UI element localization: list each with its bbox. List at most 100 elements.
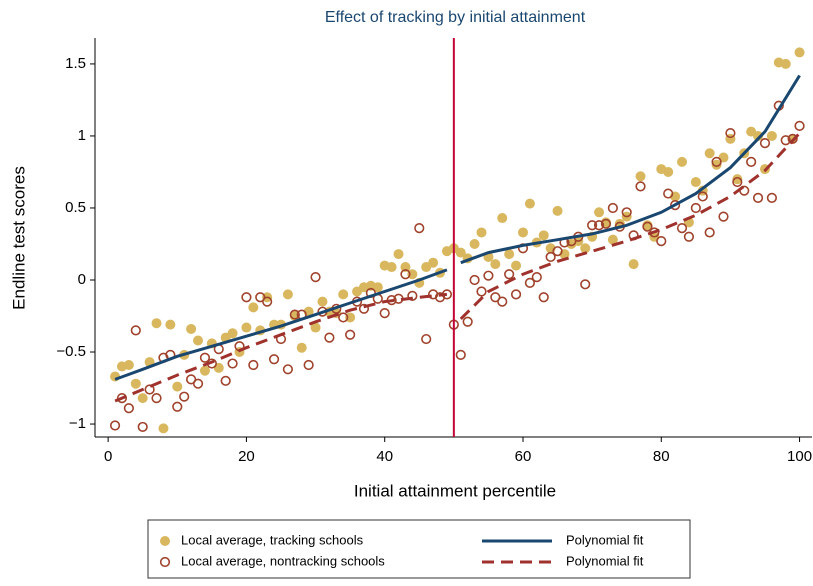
- data-point: [165, 319, 176, 330]
- data-point: [746, 156, 757, 167]
- data-point: [172, 401, 183, 412]
- data-point: [455, 247, 466, 258]
- data-point: [110, 371, 121, 382]
- data-point: [517, 227, 528, 238]
- data-point: [227, 358, 238, 369]
- data-point: [151, 393, 162, 404]
- data-point: [193, 335, 204, 346]
- data-point: [199, 352, 211, 363]
- data-point: [524, 198, 535, 209]
- data-point: [580, 243, 591, 254]
- data-point: [753, 130, 764, 141]
- data-point: [704, 227, 715, 238]
- data-point: [780, 58, 791, 69]
- data-point: [372, 282, 383, 293]
- data-point: [594, 207, 605, 218]
- data-point: [400, 269, 411, 280]
- data-point: [116, 393, 128, 404]
- data-point: [151, 318, 162, 329]
- data-point: [462, 316, 473, 327]
- data-point: [732, 176, 743, 188]
- data-point: [345, 329, 356, 340]
- data-point: [421, 333, 432, 345]
- data-point: [469, 274, 480, 286]
- data-point: [780, 135, 791, 146]
- data-point: [393, 249, 404, 260]
- data-point: [697, 191, 708, 202]
- data-point: [711, 159, 722, 170]
- data-point: [656, 236, 667, 247]
- data-point: [317, 296, 328, 307]
- data-point: [248, 302, 259, 313]
- y-tick-label: −1: [69, 415, 86, 432]
- data-point: [607, 234, 618, 245]
- legend-label: Local average, tracking schools: [181, 532, 364, 547]
- data-point: [109, 420, 121, 431]
- x-tick-label: 60: [515, 448, 532, 465]
- data-point: [642, 221, 653, 232]
- data-point: [732, 174, 743, 185]
- y-tick-label: 1: [78, 127, 86, 144]
- y-tick-label: 0.5: [65, 199, 86, 216]
- data-point: [504, 269, 515, 280]
- data-point: [711, 156, 722, 167]
- data-point: [192, 378, 204, 389]
- legend-label: Polynomial fit: [566, 532, 644, 547]
- chart-title: Effect of tracking by initial attainment: [325, 9, 586, 26]
- data-point: [130, 325, 141, 336]
- data-point: [587, 220, 598, 231]
- data-point: [130, 378, 141, 389]
- data-point: [386, 262, 397, 273]
- y-tick-label: −0.5: [56, 343, 86, 360]
- data-point: [338, 312, 349, 323]
- data-point: [511, 260, 522, 271]
- data-point: [635, 171, 646, 182]
- data-point: [766, 192, 777, 203]
- data-point: [690, 202, 701, 214]
- x-axis-label: Initial attainment percentile: [354, 481, 556, 500]
- data-point: [676, 223, 688, 234]
- data-point: [759, 138, 771, 149]
- data-point: [137, 421, 148, 433]
- data-point: [787, 133, 798, 144]
- x-tick-label: 0: [104, 448, 112, 465]
- data-point: [607, 202, 618, 214]
- legend-marker: [159, 556, 171, 568]
- legend-label: Local average, nontracking schools: [181, 553, 385, 568]
- data-point: [407, 290, 418, 301]
- data-point: [552, 246, 563, 257]
- legend-box: [147, 519, 691, 579]
- data-point: [358, 303, 370, 314]
- x-tick-label: 100: [787, 448, 812, 465]
- data-point: [677, 156, 688, 167]
- data-point: [414, 223, 425, 234]
- data-point: [186, 323, 197, 334]
- data-point: [683, 231, 695, 242]
- data-point: [158, 423, 169, 434]
- data-point: [621, 207, 632, 218]
- data-point: [490, 259, 501, 270]
- y-axis-label: Endline test scores: [9, 166, 28, 310]
- data-point: [476, 227, 487, 238]
- data-point: [172, 381, 183, 392]
- data-point: [123, 403, 134, 414]
- data-point: [268, 354, 280, 365]
- data-point: [289, 309, 300, 320]
- legend-label: Polynomial fit: [566, 553, 644, 568]
- data-point: [545, 251, 556, 263]
- data-point: [600, 218, 612, 229]
- data-point: [227, 328, 238, 339]
- data-point: [504, 249, 515, 260]
- data-point: [428, 257, 439, 268]
- y-tick-label: 1.5: [65, 55, 86, 72]
- data-point: [580, 279, 591, 290]
- data-point: [476, 286, 487, 297]
- data-point: [137, 393, 148, 404]
- data-point: [628, 259, 639, 270]
- data-point: [497, 296, 508, 307]
- data-point: [179, 391, 190, 402]
- data-point: [704, 148, 715, 159]
- data-point: [524, 277, 536, 288]
